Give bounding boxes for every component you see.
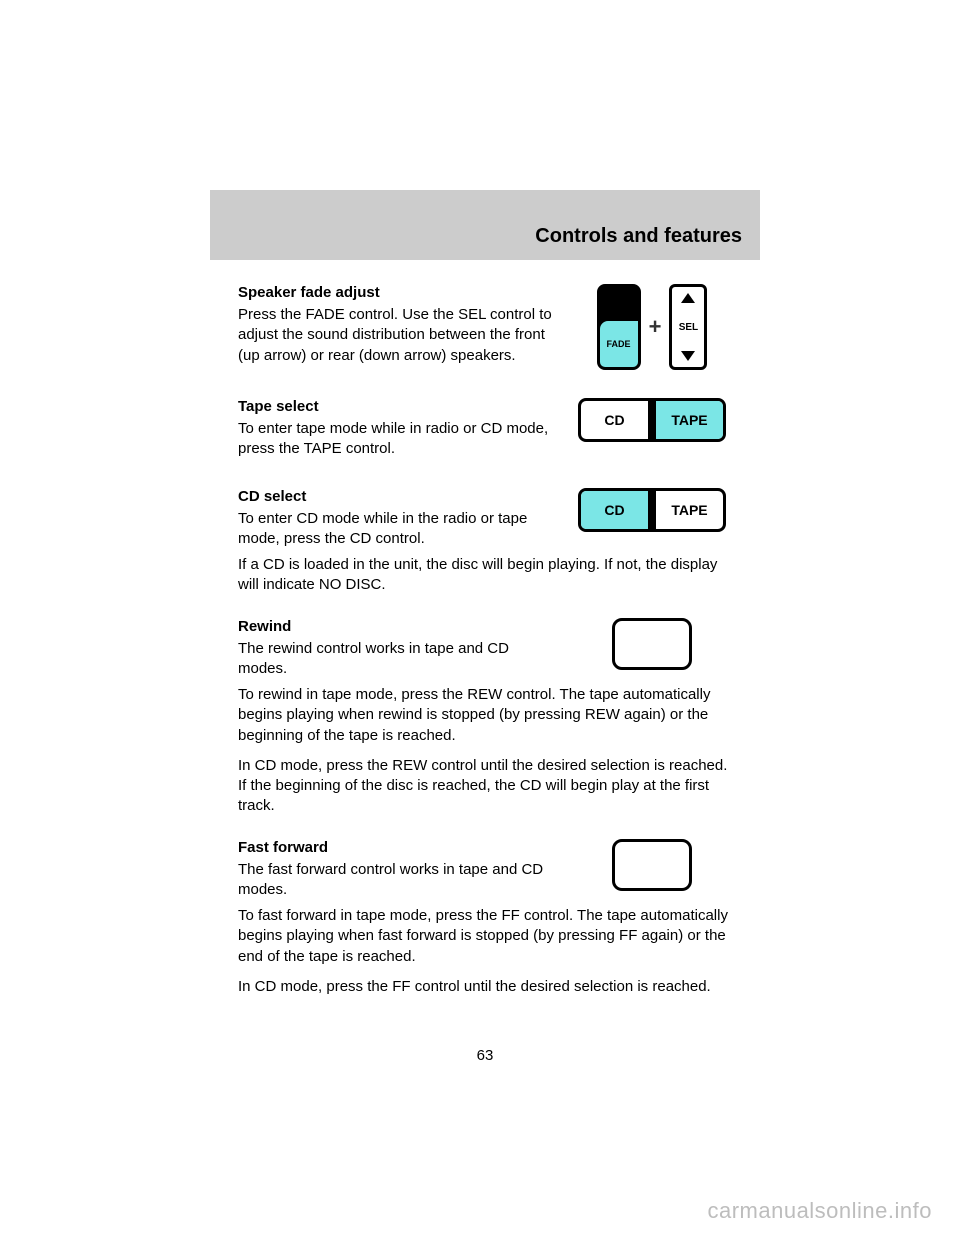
fade-label: FADE xyxy=(607,339,631,349)
cd-text-1: To enter CD mode while in the radio or t… xyxy=(238,509,562,550)
rewind-text-2: To rewind in tape mode, press the REW co… xyxy=(238,685,732,746)
down-arrow-icon xyxy=(681,351,695,361)
sel-button-graphic: SEL xyxy=(669,284,707,370)
tape-segment-highlighted: TAPE xyxy=(656,401,723,439)
rewind-text-1: The rewind control works in tape and CD … xyxy=(238,639,562,680)
ff-section: Fast forward The fast forward control wo… xyxy=(238,839,732,901)
rewind-button-graphic xyxy=(612,618,692,670)
page-title: Controls and features xyxy=(535,225,742,248)
cd-text-2: If a CD is loaded in the unit, the disc … xyxy=(238,555,732,596)
rewind-section: Rewind The rewind control works in tape … xyxy=(238,618,732,680)
header-bar: Controls and features xyxy=(210,190,760,260)
cd-tape-button-tape-hl: CD TAPE xyxy=(578,398,726,442)
ff-text-2: To fast forward in tape mode, press the … xyxy=(238,906,732,967)
ff-text-1: The fast forward control works in tape a… xyxy=(238,860,562,901)
sel-label: SEL xyxy=(679,322,698,333)
page-number: 63 xyxy=(238,1047,732,1064)
fade-section: Speaker fade adjust Press the FADE contr… xyxy=(238,284,732,370)
rewind-text-3: In CD mode, press the REW control until … xyxy=(238,756,732,817)
fade-text: Press the FADE control. Use the SEL cont… xyxy=(238,305,562,366)
tape-section: Tape select To enter tape mode while in … xyxy=(238,398,732,460)
button-divider xyxy=(648,401,656,439)
rewind-heading: Rewind xyxy=(238,618,562,635)
ff-button-graphic xyxy=(612,839,692,891)
plus-icon: + xyxy=(649,314,662,340)
cd-section: CD select To enter CD mode while in the … xyxy=(238,488,732,550)
cd-segment: CD xyxy=(581,401,648,439)
ff-text-3: In CD mode, press the FF control until t… xyxy=(238,977,732,997)
ff-heading: Fast forward xyxy=(238,839,562,856)
watermark: carmanualsonline.info xyxy=(707,1198,932,1224)
cd-tape-button-cd-hl: CD TAPE xyxy=(578,488,726,532)
tape-segment: TAPE xyxy=(656,491,723,529)
button-divider xyxy=(648,491,656,529)
cd-segment-highlighted: CD xyxy=(581,491,648,529)
fade-heading: Speaker fade adjust xyxy=(238,284,562,301)
tape-text: To enter tape mode while in radio or CD … xyxy=(238,419,562,460)
cd-heading: CD select xyxy=(238,488,562,505)
content-area: Speaker fade adjust Press the FADE contr… xyxy=(210,260,760,1064)
fade-button-graphic: FADE xyxy=(597,284,641,370)
tape-heading: Tape select xyxy=(238,398,562,415)
up-arrow-icon xyxy=(681,293,695,303)
